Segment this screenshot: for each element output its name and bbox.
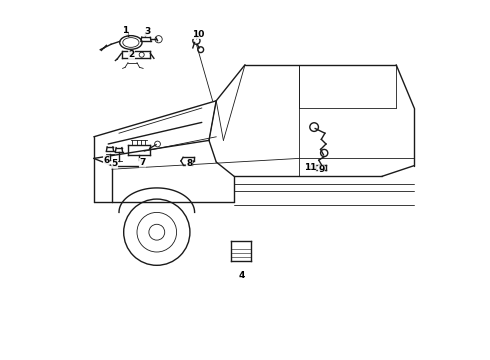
Text: 8: 8 xyxy=(186,159,193,168)
Text: 5: 5 xyxy=(112,159,118,168)
Text: 3: 3 xyxy=(145,27,151,36)
Text: 9: 9 xyxy=(318,166,324,175)
Text: 4: 4 xyxy=(238,271,245,280)
Text: 10: 10 xyxy=(192,30,204,39)
Text: 6: 6 xyxy=(103,156,110,165)
Text: 2: 2 xyxy=(128,50,135,59)
Text: 11: 11 xyxy=(303,163,316,172)
Text: 1: 1 xyxy=(122,26,128,35)
Text: 7: 7 xyxy=(139,158,146,167)
